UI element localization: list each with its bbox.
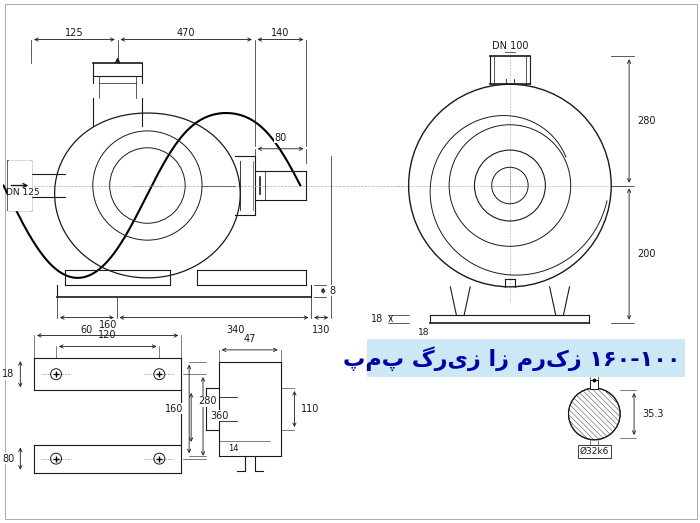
Text: 35.3: 35.3	[642, 409, 664, 419]
Text: 200: 200	[637, 249, 655, 259]
Bar	[367, 339, 685, 377]
Text: 125: 125	[64, 28, 83, 38]
Text: 110: 110	[302, 404, 320, 414]
Text: DN 100: DN 100	[491, 41, 528, 51]
Text: 470: 470	[177, 28, 195, 38]
Text: 280: 280	[637, 116, 655, 126]
Bar	[590, 380, 598, 389]
Circle shape	[568, 388, 620, 440]
Text: 14: 14	[229, 444, 239, 453]
Text: 120: 120	[99, 331, 117, 340]
Text: Ø32k6: Ø32k6	[580, 447, 609, 456]
Text: 18: 18	[370, 314, 383, 324]
Text: 140: 140	[272, 28, 290, 38]
Text: 80: 80	[274, 133, 286, 143]
Text: 8: 8	[329, 286, 335, 296]
Text: 18: 18	[418, 327, 429, 336]
Text: 340: 340	[227, 325, 245, 335]
Text: 160: 160	[99, 320, 117, 329]
Text: پمپ گریز از مرکز ۱۶۰-۱۰۰: پمپ گریز از مرکز ۱۶۰-۱۰۰	[343, 346, 680, 371]
Text: 360: 360	[210, 411, 228, 421]
Text: 160: 160	[164, 404, 183, 414]
Text: 130: 130	[312, 325, 330, 335]
Text: 47: 47	[244, 334, 256, 344]
Text: 18: 18	[2, 369, 14, 379]
Text: 280: 280	[198, 396, 216, 406]
Text: 60: 60	[80, 325, 93, 335]
Polygon shape	[8, 161, 32, 210]
Text: 10: 10	[588, 356, 601, 366]
Text: DN 125: DN 125	[6, 188, 40, 197]
Text: 80: 80	[2, 453, 14, 463]
